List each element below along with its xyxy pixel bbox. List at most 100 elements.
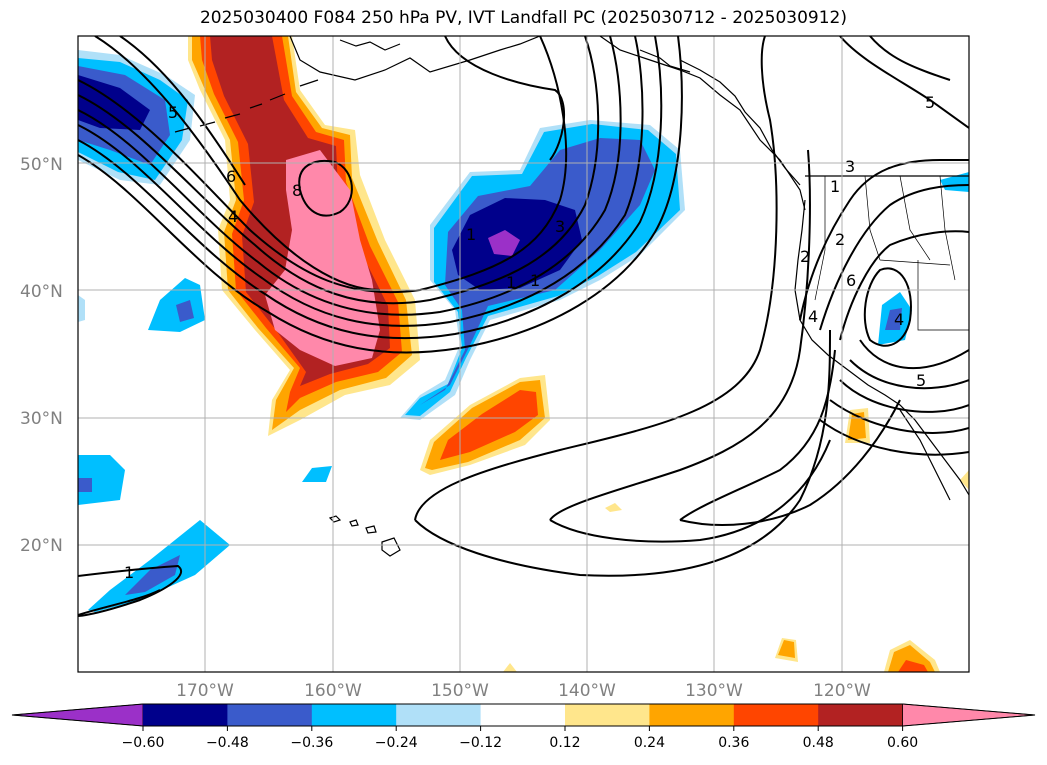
colorbar: −0.60 −0.48 −0.36 −0.24 −0.12 0.12 0.24 0.36 0.4… [11, 703, 1036, 751]
coastlines [174, 36, 969, 557]
colorbar-tick-label: 0.24 [634, 735, 665, 751]
contour-label: 5 [916, 371, 926, 390]
latitude-labels: 50°N 40°N 30°N 20°N [20, 155, 63, 556]
aleutian-islands [174, 79, 319, 133]
contour-line [839, 36, 969, 129]
contour-line [78, 36, 600, 305]
gulf-alaska-coast [599, 36, 806, 211]
shading-yellow [605, 503, 622, 512]
colorbar-swatch [396, 704, 482, 726]
contour-line [863, 267, 912, 347]
colorbar-tick-label: −0.36 [290, 735, 333, 751]
contour-line [78, 36, 663, 340]
shading-light-blue [78, 295, 85, 322]
colorbar-tick-label: 0.60 [887, 735, 918, 751]
west-coast-us [794, 199, 969, 496]
contour-label: 4 [228, 207, 238, 226]
ivt-contours [78, 36, 969, 617]
contour-line [679, 399, 901, 526]
contour-label: 5 [925, 93, 935, 112]
canada-islands [339, 39, 691, 73]
lon-label: 140°W [558, 681, 616, 701]
shading-medium-blue [176, 300, 194, 322]
colorbar-tick-label: 0.48 [803, 735, 834, 751]
contour-line [298, 160, 353, 217]
colorbar-swatch [818, 704, 904, 726]
shading-orange [778, 640, 795, 658]
map-area: 5 6 4 8 1 3 1 1 5 2 3 1 2 4 6 4 5 1 [78, 36, 969, 672]
contour-label: 2 [835, 230, 845, 249]
hawaii-islands [328, 515, 401, 557]
shading-cyan [302, 466, 332, 482]
contour-line [78, 564, 182, 617]
lat-label: 40°N [20, 282, 63, 302]
colorbar-swatch [649, 704, 735, 726]
shading-yellow [960, 470, 969, 490]
contour-line [829, 399, 969, 434]
contour-label: 1 [124, 563, 134, 582]
contour-label: 6 [226, 167, 236, 186]
lon-label: 160°W [304, 681, 362, 701]
contour-line [679, 349, 836, 521]
contour-label: 1 [506, 273, 516, 292]
contour-line [819, 419, 969, 456]
contour-label: 3 [555, 217, 565, 236]
alaska-coast [289, 36, 541, 81]
lat-label: 20°N [20, 536, 63, 556]
colorbar-extend-high [902, 703, 1036, 727]
shading-medium-blue [885, 308, 902, 330]
shading-red-orange [898, 660, 928, 672]
colorbar-extend-low [11, 703, 144, 727]
contour-label: 6 [846, 271, 856, 290]
contour-label: 1 [530, 271, 540, 290]
map-frame [77, 35, 970, 673]
contour-label: 2 [800, 247, 810, 266]
colorbar-tick-label: 0.12 [549, 735, 580, 751]
shading-cyan [78, 455, 125, 505]
contour-label: 1 [466, 225, 476, 244]
contour-line [94, 36, 381, 291]
contour-line [444, 36, 566, 161]
colorbar-swatch [311, 704, 397, 726]
longitude-labels: 170°W 160°W 150°W 140°W 130°W 120°W [176, 681, 871, 701]
colorbar-tick-label: −0.60 [122, 735, 165, 751]
colorbar-tick-label: −0.12 [459, 735, 502, 751]
colorbar-tick-label: −0.48 [206, 735, 249, 751]
contour-line [78, 36, 622, 316]
state-borders [814, 175, 969, 331]
graticule [78, 36, 969, 672]
lon-label: 130°W [685, 681, 743, 701]
contour-label: 3 [845, 157, 855, 176]
contour-line [869, 36, 951, 81]
contour-line [849, 359, 969, 390]
colorbar-tick-label: 0.36 [718, 735, 749, 751]
colorbar-swatch [565, 704, 650, 726]
colorbar-swatch [733, 704, 819, 726]
colorbar-swatch [480, 704, 566, 726]
contour-label: 1 [830, 177, 840, 196]
contour-label: 5 [168, 103, 178, 122]
lat-label: 30°N [20, 409, 63, 429]
colorbar-tick-label: −0.24 [375, 735, 418, 751]
shading-medium-blue [78, 478, 92, 492]
contour-line [78, 589, 161, 616]
contour-labels: 5 6 4 8 1 3 1 1 5 2 3 1 2 4 6 4 5 1 [124, 93, 935, 582]
lon-label: 120°W [813, 681, 871, 701]
shading-yellow [503, 663, 517, 672]
contour-line [414, 329, 831, 577]
shading-medium-blue [125, 555, 180, 595]
lon-label: 170°W [176, 681, 234, 701]
contour-line [549, 149, 811, 521]
contour-line [799, 159, 969, 321]
bc-coast [679, 59, 801, 186]
baja-coast [899, 409, 951, 501]
contour-line [839, 230, 969, 341]
shading-purple [488, 230, 520, 256]
contour-line [859, 339, 969, 370]
lon-label: 150°W [431, 681, 489, 701]
contour-label: 8 [292, 181, 302, 200]
colorbar-swatch [143, 704, 228, 726]
contour-line [119, 36, 246, 186]
map-title: 2025030400 F084 250 hPa PV, IVT Landfall… [199, 8, 847, 28]
